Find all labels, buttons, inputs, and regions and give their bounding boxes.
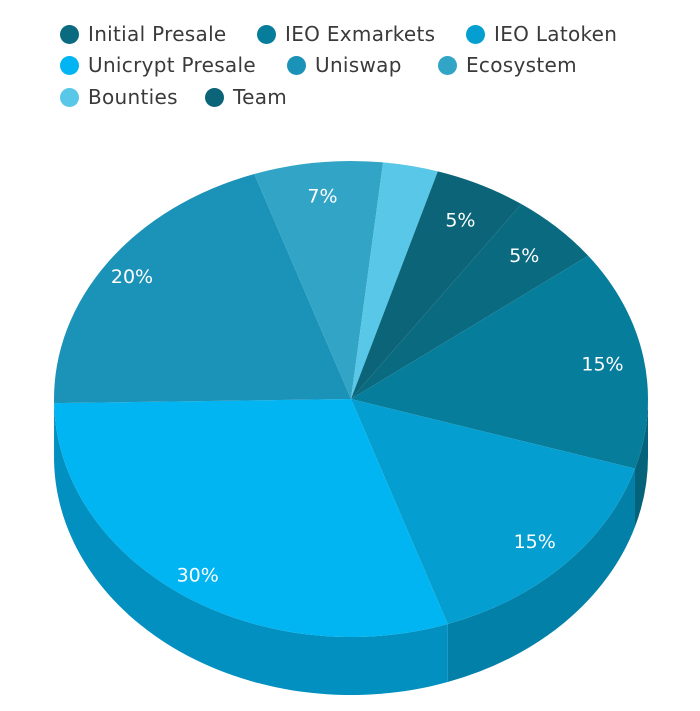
pie-side-ieo-latoken <box>447 468 636 683</box>
pie-sides <box>54 399 648 695</box>
pie-slice-unicrypt-presale <box>54 399 448 637</box>
pie-slice-ieo-latoken <box>351 399 636 625</box>
legend-swatch <box>60 55 79 75</box>
legend-swatch <box>60 24 79 44</box>
pie-label-unicrypt-presale: 30% <box>177 565 219 587</box>
legend-item-team: Team <box>205 85 287 109</box>
pie-label-ecosystem: 7% <box>307 186 337 208</box>
legend-label: Unicrypt Presale <box>88 53 256 77</box>
legend-label: IEO Exmarkets <box>285 22 436 46</box>
pie-slices <box>54 160 648 637</box>
legend-item-unicrypt-presale: Unicrypt Presale <box>60 53 256 77</box>
pie-label-uniswap: 20% <box>111 266 153 288</box>
pie-side-ieo-exmarkets <box>635 399 648 527</box>
legend-label: Bounties <box>88 85 178 109</box>
legend-swatch <box>257 24 276 44</box>
legend-label: Uniswap <box>315 53 402 77</box>
legend-label: IEO Latoken <box>494 22 618 46</box>
legend-item-ieo-exmarkets: IEO Exmarkets <box>257 22 435 46</box>
pie-label-team: 5% <box>445 209 475 231</box>
pie-slice-bounties <box>351 162 438 399</box>
pie-labels: 5% 15% 15% 30% 20% 7% 5% <box>111 186 624 587</box>
legend-label: Ecosystem <box>466 53 577 77</box>
pie-side-unicrypt-presale <box>54 403 448 695</box>
legend-swatch <box>438 55 457 75</box>
pie-label-initial-presale: 5% <box>509 245 539 267</box>
pie-label-ieo-exmarkets: 15% <box>581 354 623 376</box>
pie-slice-uniswap <box>54 173 351 404</box>
legend-item-uniswap: Uniswap <box>287 53 402 77</box>
legend-swatch <box>287 55 306 75</box>
pie-slice-initial-presale <box>351 204 589 399</box>
legend-label: Initial Presale <box>88 22 227 46</box>
legend-swatch <box>466 24 485 44</box>
legend-item-bounties: Bounties <box>60 85 178 109</box>
legend-item-ecosystem: Ecosystem <box>438 53 577 77</box>
legend-swatch <box>205 87 224 107</box>
pie-slice-ecosystem <box>254 160 384 399</box>
pie-slice-team <box>351 171 522 399</box>
legend-label: Team <box>233 85 288 109</box>
legend-item-ieo-latoken: IEO Latoken <box>466 22 617 46</box>
legend-item-initial-presale: Initial Presale <box>60 22 227 46</box>
legend-swatch <box>60 87 79 107</box>
pie-slice-ieo-exmarkets <box>351 255 648 469</box>
pie-label-ieo-latoken: 15% <box>514 531 556 553</box>
